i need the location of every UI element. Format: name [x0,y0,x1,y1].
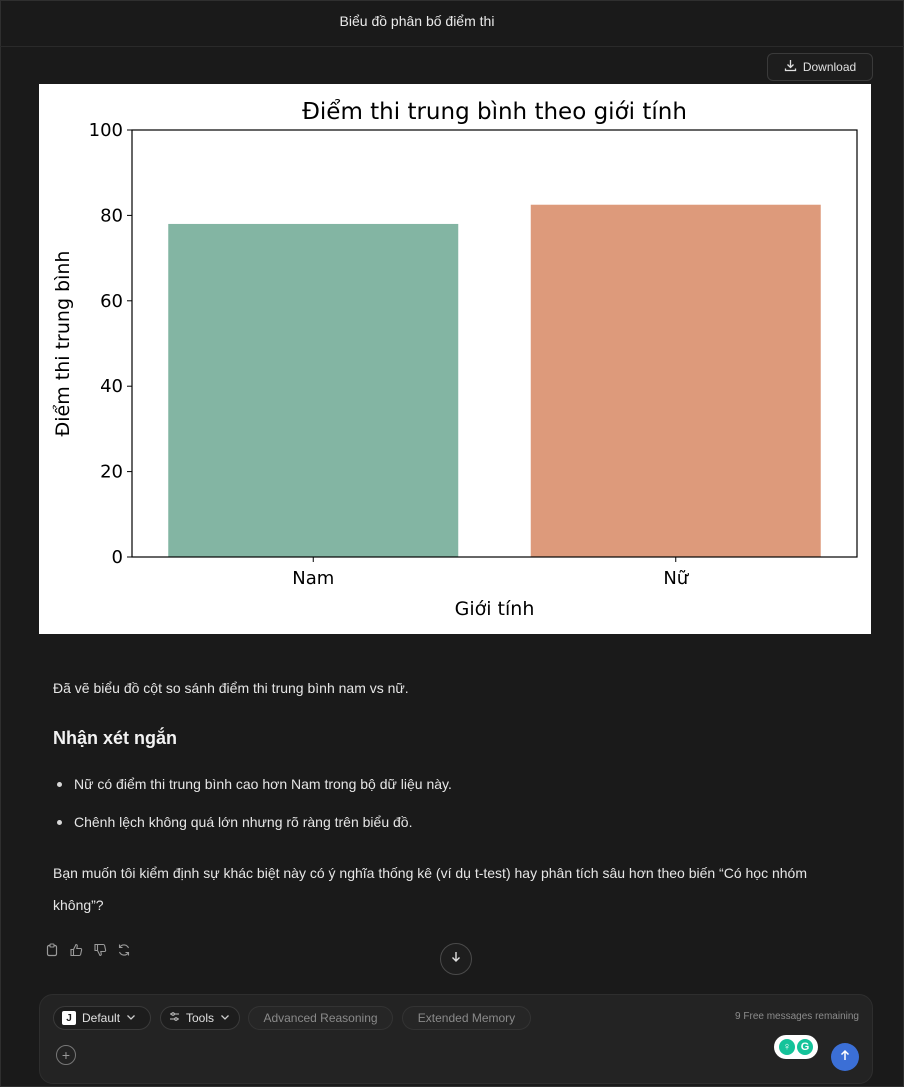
scroll-to-bottom-button[interactable] [440,943,472,975]
arrow-down-icon [450,950,462,968]
tools-dropdown[interactable]: Tools [160,1006,240,1030]
model-badge: J [62,1011,76,1025]
chart-image: Nam Nữ 0 20 40 60 80 100 Điểm thi trung bình the… [39,84,871,634]
model-selector[interactable]: J Default [53,1006,151,1030]
grammarly-icon: G [797,1039,813,1055]
free-messages-remaining: 9 Free messages remaining [735,1011,859,1022]
bar-chart: Nam Nữ 0 20 40 60 80 100 Điểm thi trung bình the… [52,99,858,620]
composer: J Default Tools Advanced Reasoning Exten… [39,994,873,1084]
arrow-up-icon [839,1048,851,1066]
download-button[interactable]: Download [767,53,873,81]
send-button[interactable] [831,1043,859,1071]
regenerate-icon[interactable] [117,943,131,957]
thumbs-up-icon[interactable] [69,943,83,957]
plus-icon: + [61,1047,71,1063]
bullet-dot [57,819,62,825]
list-item-text: Nữ có điểm thi trung bình cao hơn Nam tr… [74,776,452,792]
extended-memory-toggle[interactable]: Extended Memory [402,1006,531,1030]
chevron-down-icon [126,1011,136,1025]
message-actions [45,943,131,957]
message-heading: Nhận xét ngắn [53,728,178,748]
download-icon [784,59,797,75]
list-item: Nữ có điểm thi trung bình cao hơn Nam tr… [57,776,857,792]
tools-icon [169,1011,180,1025]
window-title: Biểu đồ phân bố điểm thi [339,13,495,29]
chart-title: Điểm thi trung bình theo giới tính [302,99,687,125]
message-intro: Đã vẽ biểu đồ cột so sánh điểm thi trung… [53,680,409,696]
y-tick-label: 60 [100,291,123,312]
y-tick-label: 100 [89,120,123,141]
bar-1 [530,204,821,557]
y-axis-label: Điểm thi trung bình [52,251,74,437]
attach-button[interactable]: + [56,1045,76,1065]
x-tick-label: Nữ [663,568,689,589]
thumbs-down-icon[interactable] [93,943,107,957]
y-tick-label: 0 [112,547,123,568]
copy-icon[interactable] [45,943,59,957]
plot-frame [131,129,858,558]
grammarly-bulb-icon: ♀ [779,1039,795,1055]
y-tick-label: 80 [100,205,123,226]
y-tick-label: 20 [100,462,123,483]
download-label: Download [802,60,857,74]
grammarly-widget[interactable]: ♀ G [774,1035,818,1059]
y-tick-label: 40 [100,376,123,397]
chevron-down-icon [220,1011,230,1025]
advanced-reasoning-toggle[interactable]: Advanced Reasoning [248,1006,393,1030]
bar-0 [168,223,459,557]
x-tick-label: Nam [292,568,334,589]
list-item: Chênh lệch không quá lớn nhưng rõ ràng t… [57,814,857,830]
x-axis-label: Giới tính [455,598,535,620]
model-label: Default [82,1011,121,1025]
message-followup: Bạn muốn tôi kiểm định sự khác biệt này … [53,865,807,913]
title-bar: Biểu đồ phân bố điểm thi [0,0,904,47]
tools-label: Tools [186,1011,215,1025]
list-item-text: Chênh lệch không quá lớn nhưng rõ ràng t… [74,814,413,830]
bullet-dot [57,781,62,787]
